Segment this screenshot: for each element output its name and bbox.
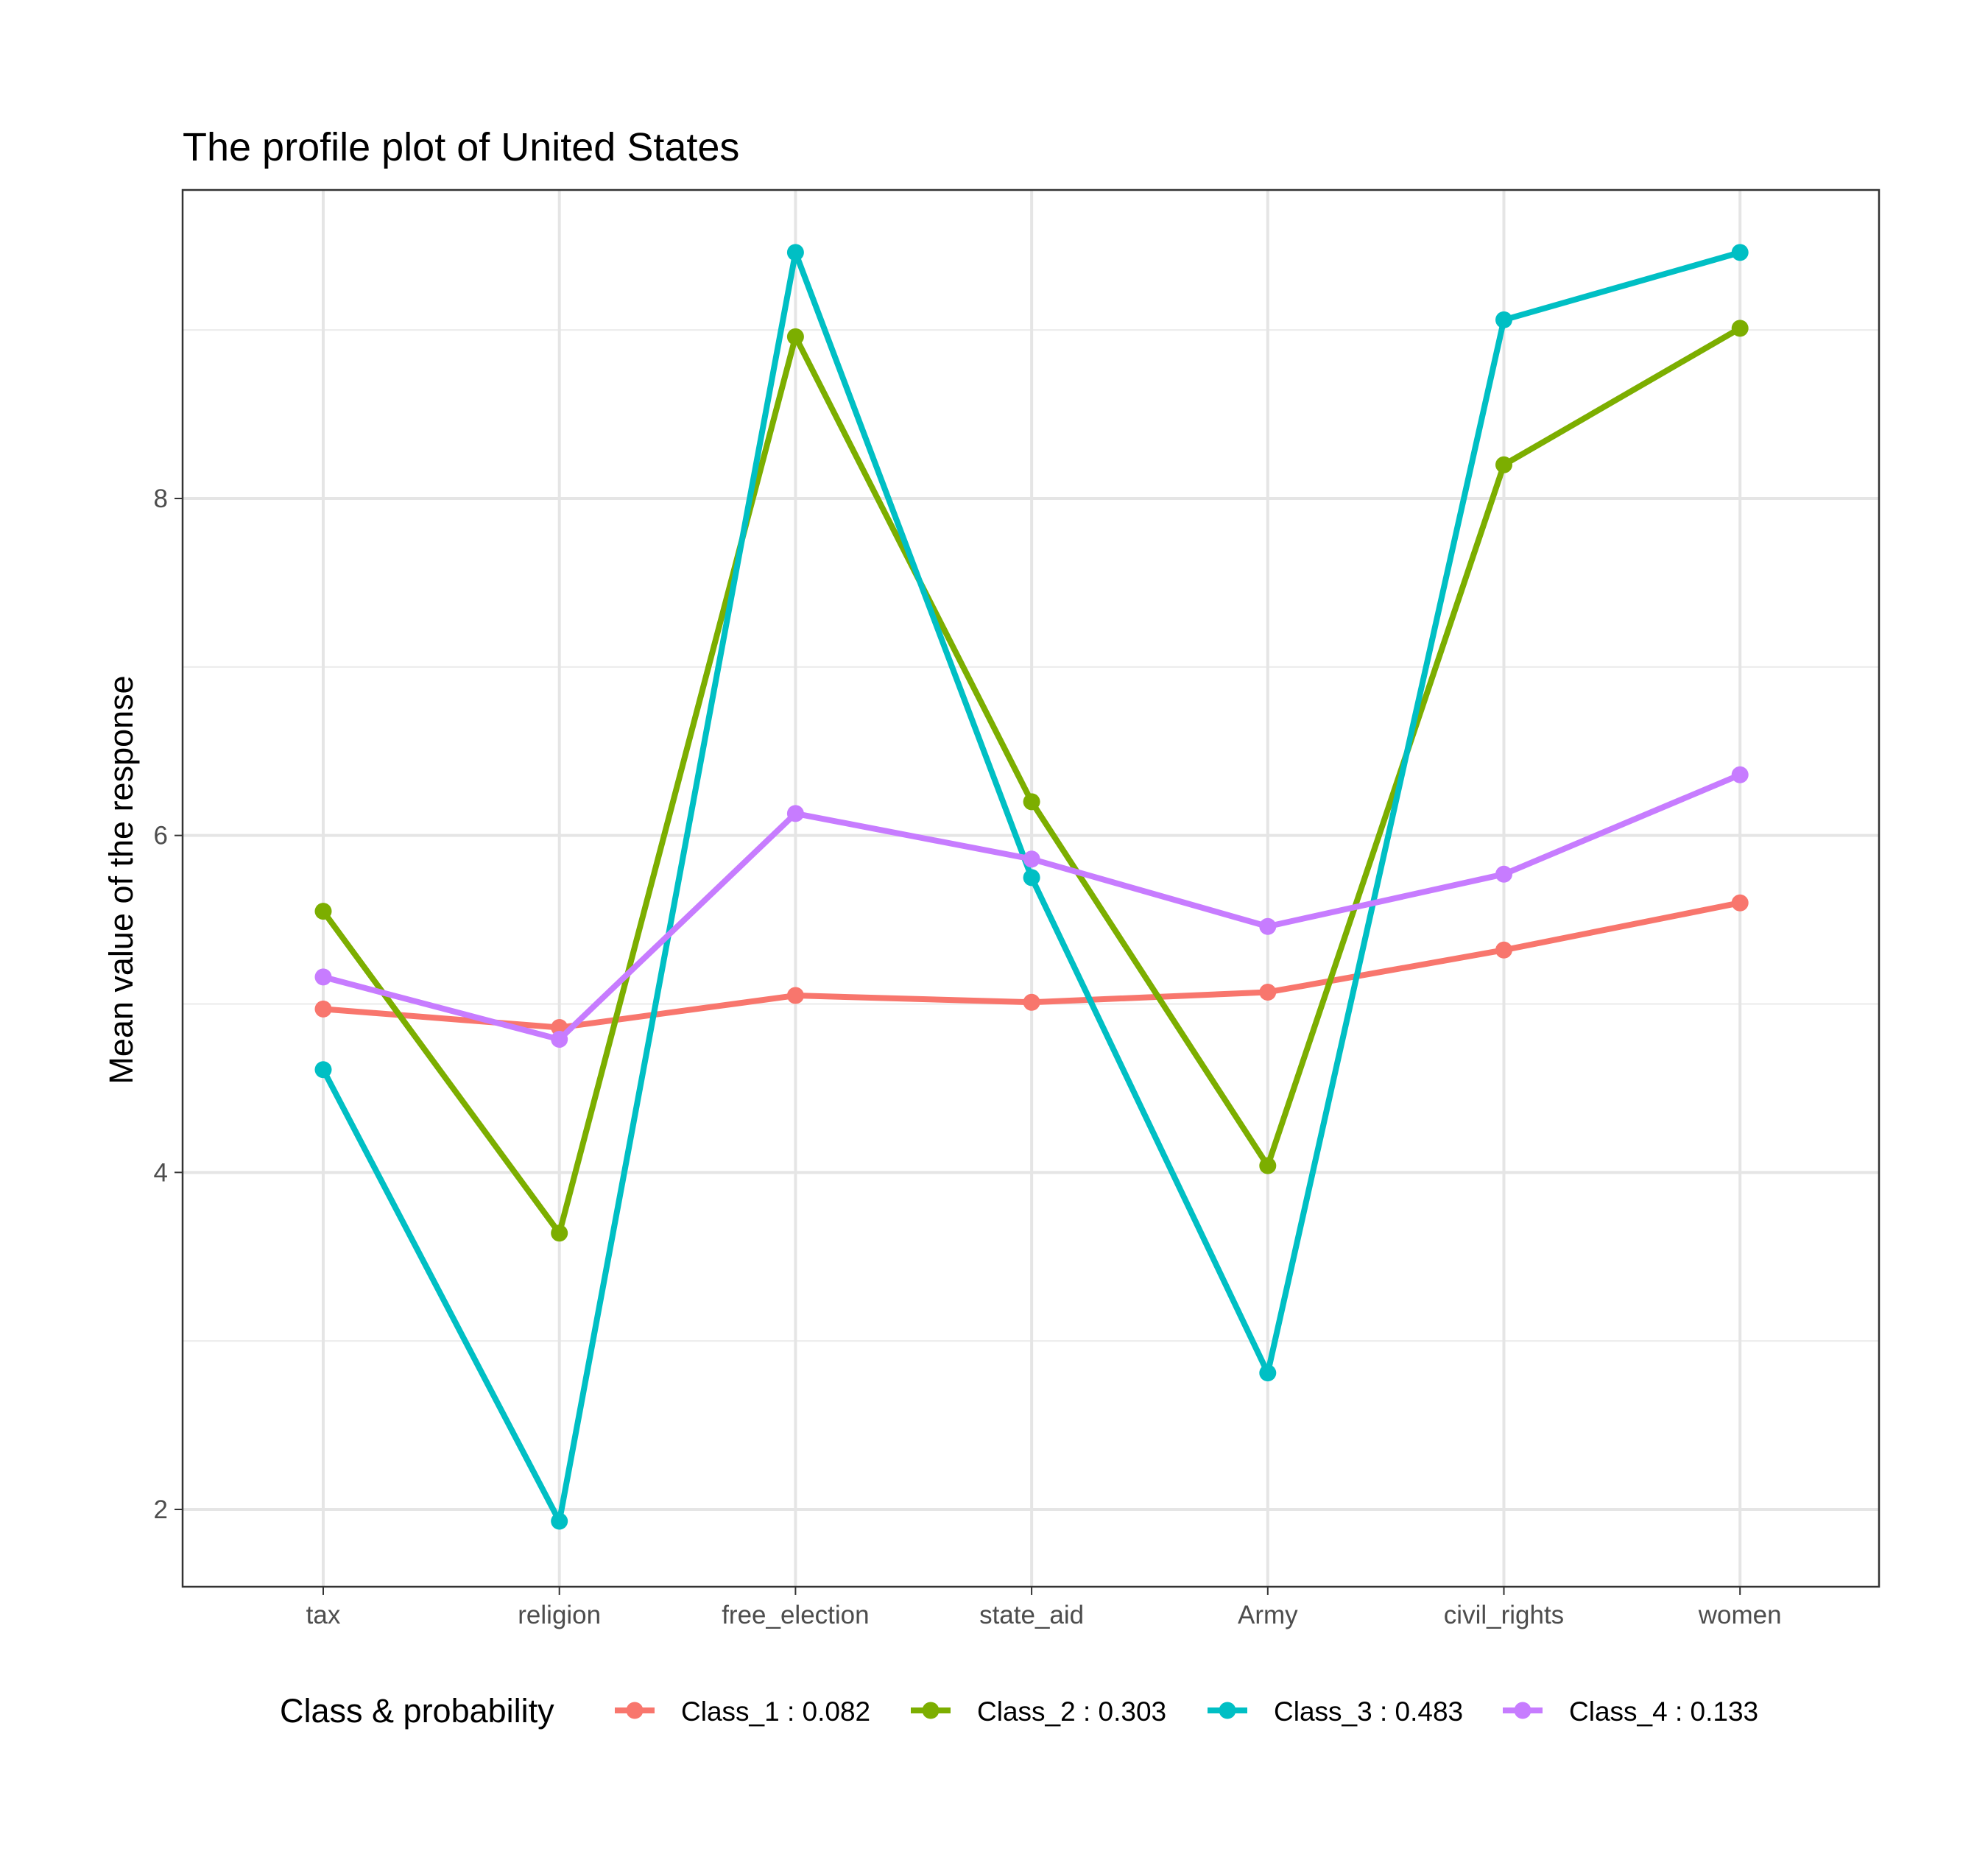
x-tick-label: religion <box>518 1601 601 1629</box>
y-tick-label: 8 <box>154 484 168 513</box>
y-axis-title: Mean value of the response <box>102 675 140 1084</box>
data-point <box>314 1000 332 1018</box>
y-axis-ticks: 2 4 6 8 <box>154 484 183 1524</box>
legend-key <box>1503 1702 1543 1719</box>
legend-label: Class_2 : 0.303 <box>977 1696 1166 1727</box>
y-tick-label: 2 <box>154 1495 168 1524</box>
data-point <box>786 805 804 822</box>
data-point <box>1259 1157 1277 1174</box>
legend-key-point <box>1219 1702 1236 1719</box>
legend-key-point <box>626 1702 644 1719</box>
x-tick-label: free_election <box>722 1601 869 1629</box>
data-point <box>786 244 804 261</box>
legend: Class & probability Class_1 : 0.082 Class… <box>280 1692 1758 1730</box>
x-tick-label: state_aid <box>979 1601 1084 1629</box>
x-tick-label: Army <box>1238 1601 1298 1629</box>
data-point <box>1259 983 1277 1001</box>
x-tick-label: women <box>1698 1601 1782 1629</box>
data-point <box>1023 869 1040 887</box>
x-axis-ticks: tax religion free_election state_aid Army civ… <box>306 1587 1782 1629</box>
data-point <box>1259 917 1277 935</box>
legend-key-point <box>1514 1702 1531 1719</box>
y-tick-label: 6 <box>154 822 168 850</box>
data-point <box>314 903 332 920</box>
data-point <box>551 1512 568 1530</box>
data-point <box>1023 850 1040 868</box>
legend-label: Class_1 : 0.082 <box>681 1696 870 1727</box>
data-point <box>786 987 804 1004</box>
legend-label: Class_3 : 0.483 <box>1274 1696 1463 1727</box>
data-point <box>1495 311 1512 328</box>
data-point <box>314 968 332 986</box>
panel-border <box>181 188 1881 1588</box>
data-point <box>1495 941 1512 959</box>
y-tick-label: 4 <box>154 1158 168 1187</box>
legend-key <box>615 1702 655 1719</box>
data-point <box>1023 793 1040 811</box>
x-tick-label: tax <box>306 1601 341 1629</box>
data-point <box>551 1031 568 1048</box>
series-4 <box>314 766 1749 1048</box>
series-1 <box>314 894 1749 1037</box>
data-point <box>1495 865 1512 883</box>
data-point <box>551 1224 568 1242</box>
data-point <box>786 328 804 345</box>
legend-label: Class_4 : 0.133 <box>1569 1696 1758 1727</box>
legend-key-point <box>922 1702 940 1719</box>
data-point <box>314 1061 332 1079</box>
data-point <box>1731 320 1749 337</box>
legend-key <box>1208 1702 1247 1719</box>
data-point <box>1731 244 1749 261</box>
plot-panel <box>181 188 1881 1588</box>
data-point <box>1259 1364 1277 1382</box>
legend-title: Class & probability <box>280 1692 554 1730</box>
data-point <box>1023 993 1040 1011</box>
series-2 <box>314 320 1749 1242</box>
chart-title: The profile plot of United States <box>183 125 739 169</box>
data-point <box>1495 456 1512 473</box>
x-tick-label: civil_rights <box>1444 1601 1564 1629</box>
data-point <box>1731 766 1749 783</box>
data-point <box>1731 894 1749 912</box>
legend-key <box>911 1702 951 1719</box>
series-3 <box>314 244 1749 1530</box>
